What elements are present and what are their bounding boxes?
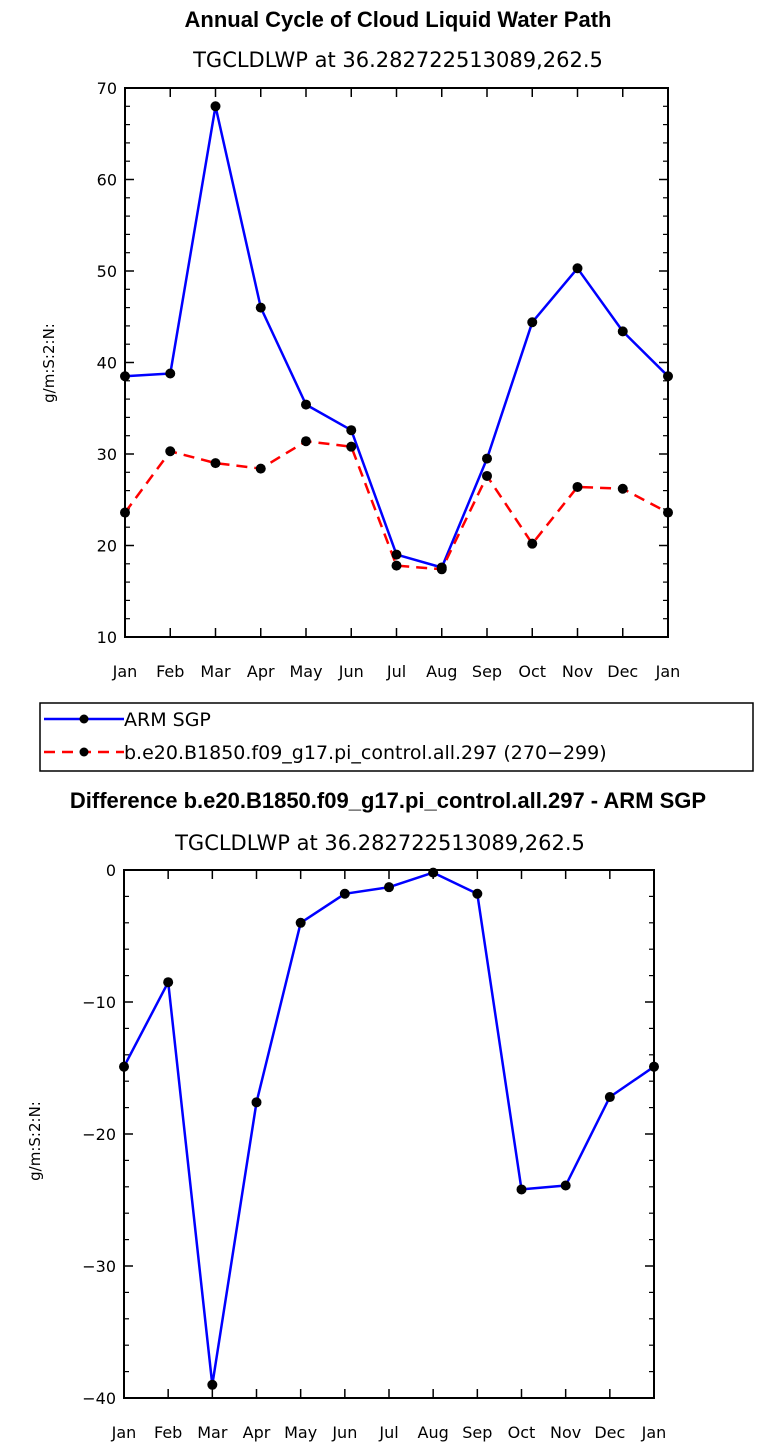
x-tick-label: Feb (156, 662, 184, 681)
x-tick-label: Oct (518, 662, 546, 681)
x-tick-label: Mar (200, 662, 231, 681)
bottom-chart-x-tick-labels: Jan Feb Mar Apr May Jun Jul Aug Sep Oct Nov Dec Jan (111, 1423, 667, 1442)
x-tick-label: Jul (378, 1423, 398, 1442)
x-tick-label: Apr (243, 1423, 271, 1442)
x-tick-label: Jun (331, 1423, 357, 1442)
series-1-point (255, 302, 266, 313)
series-1-point (604, 1092, 615, 1103)
x-tick-label: Jan (641, 1423, 667, 1442)
y-tick-label: 50 (97, 262, 117, 281)
legend-item-1-marker (79, 714, 89, 724)
bottom-chart-y-axis-label: g/m:S:2:N: (26, 1101, 44, 1181)
top-chart-x-tick-labels: Jan Feb Mar Apr May Jun Jul Aug Sep Oct Nov Dec Jan (112, 662, 681, 681)
top-chart-subtitle: TGCLDLWP at 36.282722513089,262.5 (192, 48, 603, 72)
legend-item-1-label: ARM SGP (124, 709, 211, 731)
series-1-point (572, 263, 583, 274)
y-tick-label: 20 (97, 537, 117, 556)
x-tick-label: Jan (111, 1423, 137, 1442)
series-2-point (572, 481, 583, 492)
bottom-chart-title: Difference b.e20.B1850.f09_g17.pi_contro… (70, 788, 706, 813)
x-tick-label: Feb (154, 1423, 182, 1442)
y-tick-label: −20 (82, 1125, 116, 1144)
y-tick-label: −10 (82, 993, 116, 1012)
series-1-point (207, 1379, 218, 1390)
series-1-point (251, 1097, 262, 1108)
x-tick-label: Jan (112, 662, 138, 681)
x-tick-label: Nov (550, 1423, 581, 1442)
series-1-point (163, 977, 174, 988)
series-2-point (255, 463, 266, 474)
bottom-chart-subtitle: TGCLDLWP at 36.282722513089,262.5 (174, 831, 585, 855)
x-tick-label: Apr (247, 662, 275, 681)
series-2-point (527, 538, 538, 549)
top-chart-y-axis-label: g/m:S:2:N: (40, 323, 58, 403)
top-chart: Annual Cycle of Cloud Liquid Water Path … (40, 7, 680, 681)
series-1-point (295, 917, 306, 928)
bottom-chart-markers (119, 867, 659, 1390)
y-tick-label: 60 (97, 171, 117, 190)
top-chart-y-tick-labels: 10 20 30 40 50 60 70 (97, 79, 117, 647)
x-tick-label: May (289, 662, 322, 681)
series-1-point (560, 1180, 571, 1191)
x-tick-label: Dec (594, 1423, 625, 1442)
y-tick-label: 70 (97, 79, 117, 98)
y-tick-label: 10 (97, 628, 117, 647)
bottom-chart-plot-frame (123, 869, 655, 1399)
series-1-point (482, 453, 492, 464)
x-tick-label: Sep (472, 662, 502, 681)
x-tick-label: Jun (338, 662, 364, 681)
series-2-point (301, 436, 311, 447)
bottom-chart-series-lines (122, 871, 655, 1387)
y-tick-label: 30 (97, 445, 117, 464)
legend-box (39, 702, 754, 772)
top-chart-markers (120, 101, 673, 575)
series-2-point (482, 470, 492, 481)
series-line-1 (122, 871, 655, 1387)
series-2-point (617, 483, 628, 494)
series-2-point (346, 441, 357, 452)
series-2-point (165, 446, 176, 457)
series-1-point (527, 317, 538, 328)
series-2-point (391, 560, 402, 571)
top-chart-series-lines (123, 105, 669, 571)
x-tick-label: Nov (562, 662, 593, 681)
series-1-point (472, 888, 483, 899)
series-1-point (384, 882, 394, 893)
top-chart-title: Annual Cycle of Cloud Liquid Water Path (185, 7, 612, 32)
y-tick-label: −40 (82, 1389, 116, 1408)
series-2-point (436, 564, 447, 575)
x-tick-label: Mar (197, 1423, 228, 1442)
x-tick-label: Jul (386, 662, 406, 681)
y-tick-label: −30 (82, 1257, 116, 1276)
legend: ARM SGP b.e20.B1850.f09_g17.pi_control.a… (39, 702, 754, 772)
series-1-point (301, 399, 311, 410)
series-1-point (391, 549, 402, 560)
series-1-point (516, 1184, 527, 1195)
legend-item-2-label: b.e20.B1850.f09_g17.pi_control.all.297 (… (124, 742, 607, 764)
series-1-point (346, 425, 357, 436)
x-tick-label: Sep (462, 1423, 492, 1442)
series-1-point (617, 326, 628, 337)
bottom-chart: Difference b.e20.B1850.f09_g17.pi_contro… (26, 788, 706, 1442)
series-2-point (210, 458, 221, 469)
x-tick-label: Oct (508, 1423, 536, 1442)
bottom-chart-y-tick-labels: −40 −30 −20 −10 0 (82, 861, 116, 1408)
x-tick-label: May (284, 1423, 317, 1442)
series-line-1 (124, 105, 669, 569)
legend-item-2-marker (79, 747, 89, 757)
bottom-chart-ticks (123, 869, 655, 1399)
top-chart-plot-frame (124, 87, 669, 638)
x-tick-label: Jan (655, 662, 681, 681)
x-tick-label: Aug (418, 1423, 449, 1442)
series-1-point (339, 888, 350, 899)
x-tick-label: Aug (426, 662, 457, 681)
series-1-point (210, 101, 221, 112)
y-tick-label: 40 (97, 354, 117, 373)
y-tick-label: 0 (106, 861, 116, 880)
series-1-point (165, 368, 176, 379)
x-tick-label: Dec (607, 662, 638, 681)
